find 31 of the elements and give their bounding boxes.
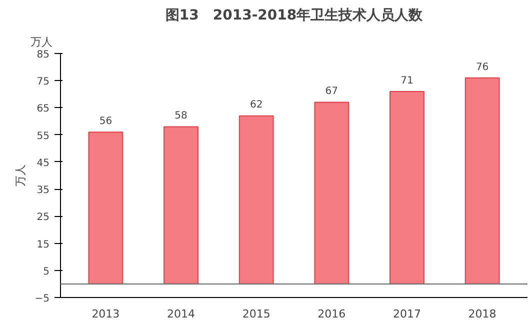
y-tick-label: 85	[36, 50, 50, 60]
bar	[390, 90, 424, 284]
bar	[464, 77, 500, 284]
y-tick-label: 35	[36, 185, 50, 196]
x-tick-label: 2013	[92, 308, 120, 320]
bar	[88, 132, 124, 284]
x-tick-label: 2017	[392, 308, 421, 320]
y-tick-label: 25	[36, 212, 50, 224]
y-tick-label: 75	[36, 76, 50, 88]
y-axis-title: 万人	[14, 164, 27, 186]
data-label: 62	[250, 100, 263, 111]
data-label: 67	[325, 86, 338, 98]
x-tick-label: 2018	[468, 308, 496, 320]
data-label: 56	[99, 116, 112, 127]
y-tick-label: 45	[36, 158, 50, 169]
y-tick-label: 65	[36, 104, 50, 115]
bar	[314, 102, 350, 284]
data-label: 71	[400, 75, 414, 86]
x-tick-label: 2016	[318, 308, 346, 320]
y-tick-label: 5	[43, 266, 50, 278]
data-label: 58	[174, 110, 188, 122]
y-tick-label: 15	[36, 239, 50, 250]
data-label: 76	[476, 62, 489, 73]
bar	[164, 126, 198, 284]
text: 万人	[30, 36, 52, 48]
y-tick-label: 55	[36, 130, 50, 142]
chart-title: 图13 2013-2018年卫生技术人员人数	[165, 8, 424, 24]
y-tick-label: −5	[34, 294, 50, 304]
bar	[238, 115, 274, 284]
x-tick-label: 2014	[167, 308, 196, 320]
x-tick-label: 2015	[242, 308, 270, 320]
